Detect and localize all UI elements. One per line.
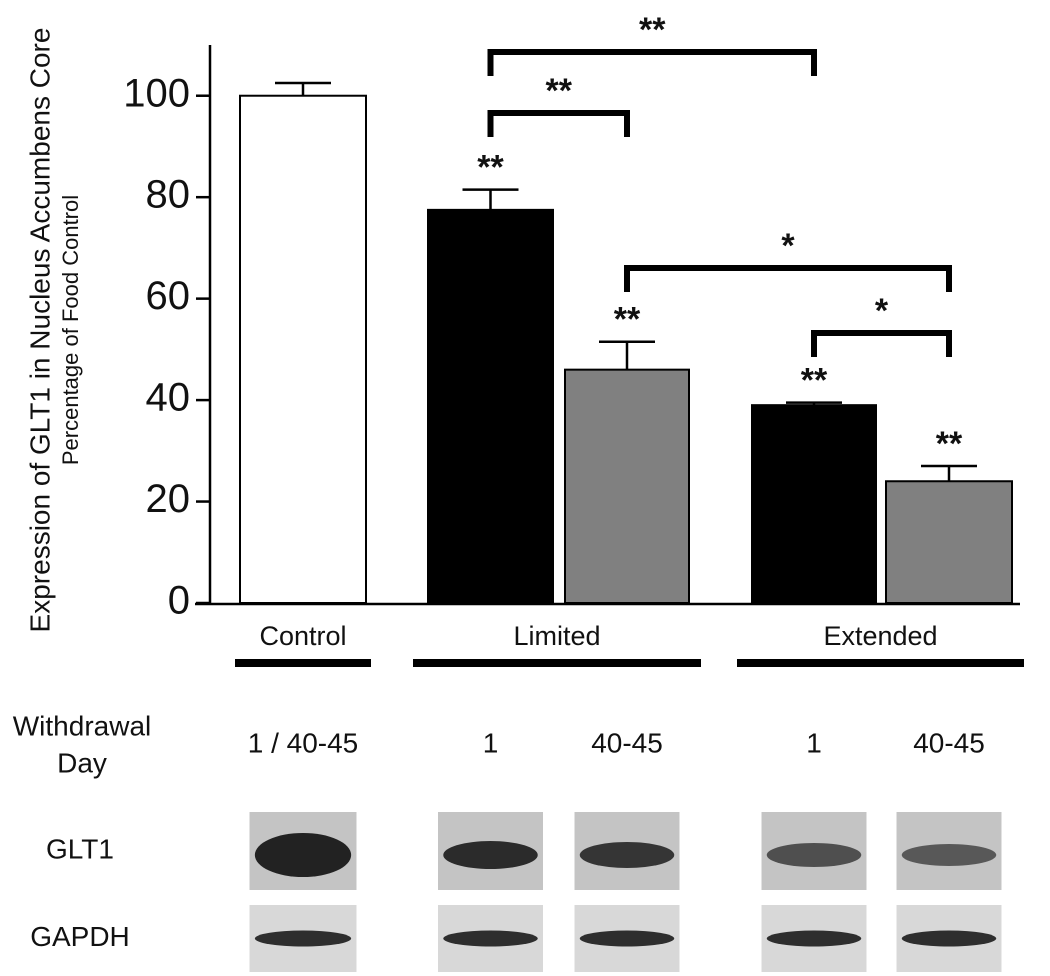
bar bbox=[885, 480, 1013, 604]
y-tick-label: 80 bbox=[146, 173, 191, 217]
bar bbox=[564, 368, 690, 604]
bracket bbox=[811, 330, 952, 357]
bracket-label: * bbox=[875, 292, 889, 330]
blot-band bbox=[443, 841, 538, 869]
group-label: Control bbox=[259, 621, 346, 651]
y-tick-label: 60 bbox=[146, 274, 191, 318]
bracket-label: * bbox=[781, 227, 795, 265]
withdrawal-day: 1 / 40-45 bbox=[248, 727, 359, 758]
y-tick-label: 40 bbox=[146, 376, 191, 420]
row-label: Withdrawal bbox=[13, 710, 151, 741]
significance: ** bbox=[936, 425, 963, 463]
y-tick-label: 20 bbox=[146, 477, 191, 521]
y-tick-label: 0 bbox=[168, 579, 190, 623]
y-title: Expression of GLT1 in Nucleus Accumbens … bbox=[24, 28, 55, 633]
y-subtitle: Percentage of Food Control bbox=[58, 195, 83, 465]
significance: ** bbox=[801, 362, 828, 400]
group-label: Limited bbox=[513, 621, 600, 651]
row-label: Day bbox=[57, 747, 107, 778]
bracket-label: ** bbox=[639, 11, 666, 49]
bracket-label: ** bbox=[546, 72, 573, 110]
blot-band bbox=[254, 930, 352, 947]
blot-band bbox=[579, 842, 675, 868]
y-tick-label: 100 bbox=[123, 71, 190, 115]
blot-band bbox=[443, 930, 538, 947]
bracket bbox=[487, 110, 630, 137]
blot-band bbox=[766, 843, 862, 867]
blot-band bbox=[254, 833, 352, 877]
blot-band bbox=[766, 930, 862, 947]
significance: ** bbox=[477, 149, 504, 187]
withdrawal-day: 1 bbox=[483, 727, 499, 758]
blot-band bbox=[901, 930, 997, 947]
withdrawal-day: 1 bbox=[806, 727, 822, 758]
blot-band bbox=[579, 930, 675, 947]
blot-band bbox=[901, 844, 997, 866]
bracket bbox=[487, 49, 817, 76]
withdrawal-day: 40-45 bbox=[591, 727, 663, 758]
bar bbox=[427, 208, 554, 604]
significance: ** bbox=[614, 301, 641, 339]
bar bbox=[239, 94, 367, 605]
group-label: Extended bbox=[823, 621, 937, 651]
bracket bbox=[624, 265, 952, 292]
withdrawal-day: 40-45 bbox=[913, 727, 985, 758]
blot-label: GAPDH bbox=[30, 921, 130, 952]
blot-label: GLT1 bbox=[46, 833, 114, 864]
bar bbox=[751, 404, 877, 604]
